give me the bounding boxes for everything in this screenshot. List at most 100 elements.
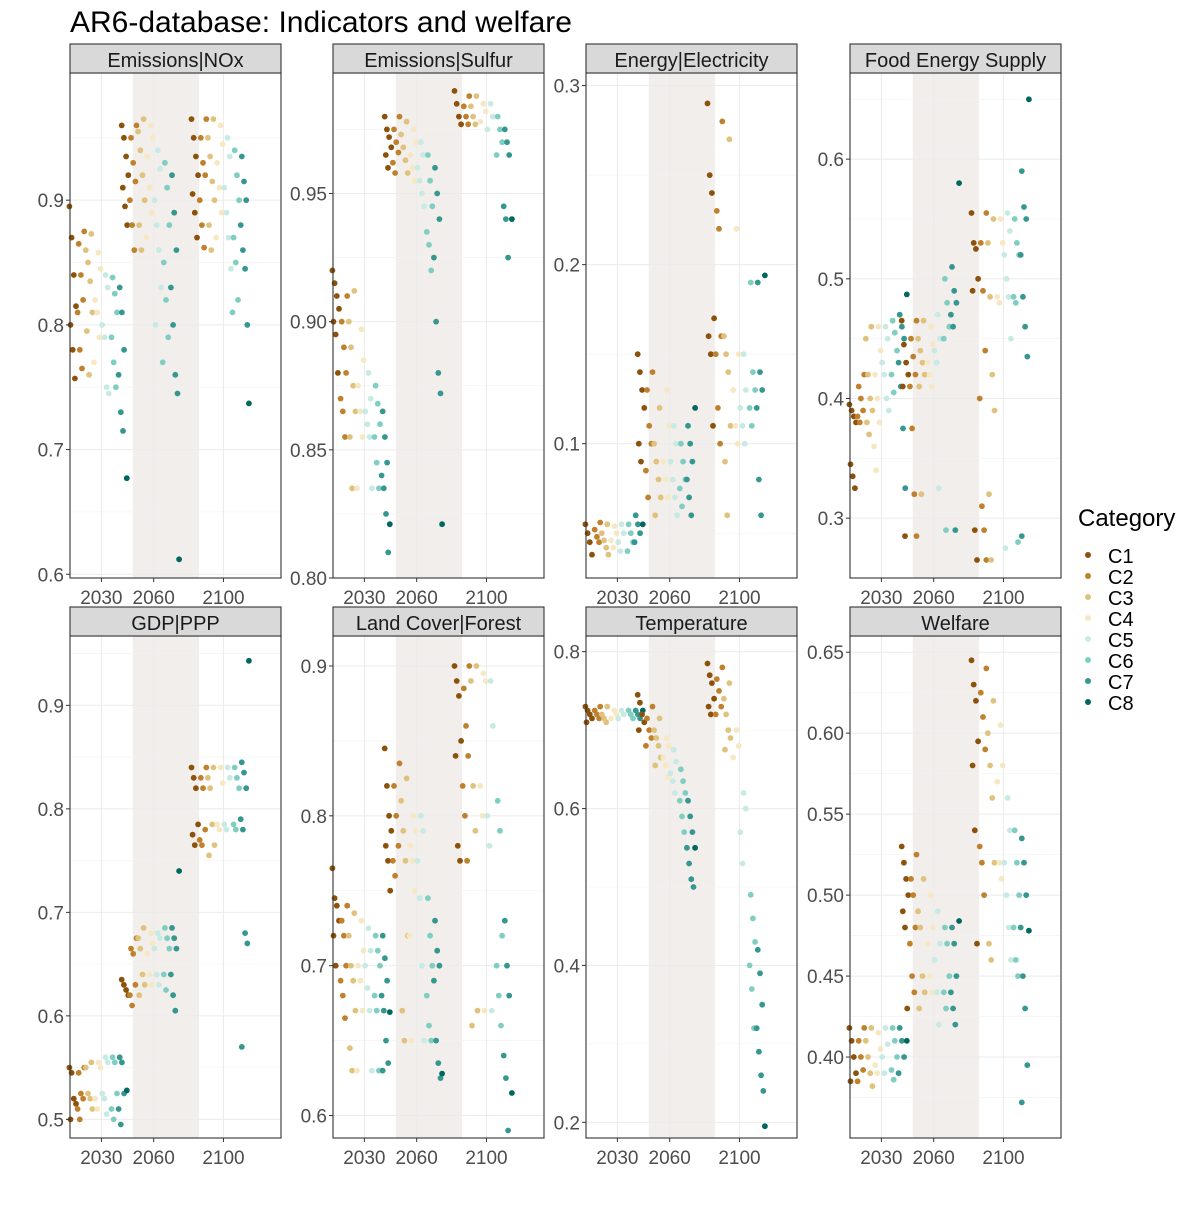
data-point-c3 (723, 711, 729, 718)
data-point-c8 (903, 291, 910, 298)
data-point-c2 (129, 1002, 136, 1009)
data-point-c7 (243, 785, 250, 792)
data-point-c2 (462, 812, 468, 819)
data-point-c4 (407, 842, 414, 849)
data-point-c7 (437, 390, 444, 397)
data-point-c3 (656, 405, 663, 411)
data-point-c1 (193, 785, 199, 792)
data-point-c5 (417, 139, 424, 146)
data-point-c5 (157, 166, 163, 172)
data-point-c5 (419, 962, 425, 969)
data-point-c8 (762, 1123, 768, 1130)
data-point-c6 (162, 159, 168, 166)
data-point-c2 (337, 395, 344, 402)
data-point-c3 (137, 147, 144, 154)
data-point-c2 (648, 735, 655, 741)
y-tick-label: 0.2 (554, 1113, 580, 1134)
data-point-c7 (757, 970, 763, 977)
data-point-c3 (139, 971, 146, 978)
data-point-c5 (489, 723, 496, 729)
data-point-c2 (392, 872, 398, 879)
data-point-c6 (746, 405, 753, 411)
data-point-c4 (999, 240, 1006, 246)
data-point-c5 (669, 778, 676, 784)
y-tick-label: 0.85 (290, 441, 327, 462)
data-point-c1 (335, 370, 341, 376)
data-point-c7 (241, 769, 247, 776)
data-point-c7 (380, 1007, 387, 1014)
data-point-c5 (362, 408, 369, 415)
data-point-c1 (194, 234, 200, 241)
data-point-c6 (163, 987, 169, 993)
data-point-c6 (946, 973, 953, 979)
facet-strip (849, 43, 1062, 74)
facet-strip (585, 43, 798, 74)
data-point-c1 (709, 680, 715, 686)
data-point-c7 (688, 512, 695, 519)
data-point-c1 (387, 887, 394, 894)
data-point-c1 (66, 1064, 73, 1071)
data-point-c2 (643, 467, 649, 474)
data-point-c5 (223, 826, 230, 833)
data-point-c7 (1021, 859, 1027, 866)
data-point-c5 (416, 177, 423, 184)
data-point-c2 (199, 842, 205, 848)
data-point-c5 (669, 476, 676, 483)
data-point-c7 (117, 1121, 124, 1128)
data-point-c2 (466, 663, 473, 669)
data-point-c2 (459, 783, 466, 789)
data-point-c7 (240, 826, 246, 833)
data-point-c8 (386, 521, 393, 528)
data-point-c3 (87, 1095, 94, 1102)
data-point-c4 (92, 1095, 98, 1102)
data-point-c3 (652, 762, 659, 769)
x-tick-label: 2030 (80, 588, 122, 609)
legend-key-c4 (1085, 615, 1091, 621)
data-point-c5 (1004, 210, 1011, 216)
data-point-c7 (756, 476, 762, 483)
data-point-c7 (435, 1060, 442, 1066)
data-point-c7 (687, 813, 694, 820)
data-point-c3 (136, 992, 143, 999)
data-point-c7 (949, 264, 955, 270)
data-point-c5 (105, 390, 112, 397)
data-point-c2 (909, 425, 915, 432)
data-point-c4 (354, 1067, 360, 1074)
x-tick-label: 2030 (80, 1148, 122, 1169)
data-point-c2 (858, 1054, 864, 1060)
data-point-c7 (432, 917, 438, 924)
data-point-c7 (504, 962, 510, 969)
data-point-c8 (762, 272, 768, 279)
data-point-c3 (141, 197, 148, 204)
data-point-c7 (378, 992, 385, 999)
data-point-c4 (95, 1059, 102, 1066)
data-point-c1 (899, 383, 906, 390)
data-point-c4 (358, 326, 365, 333)
data-point-c5 (931, 957, 938, 963)
data-point-c3 (137, 945, 144, 952)
data-point-c7 (1024, 1062, 1031, 1068)
data-point-c4 (996, 859, 1003, 866)
data-point-c4 (357, 977, 364, 984)
data-point-c2 (75, 240, 82, 247)
data-point-c5 (367, 947, 374, 954)
data-point-c6 (230, 821, 237, 828)
facet-strip (69, 43, 282, 74)
data-point-c6 (372, 932, 379, 939)
data-point-c5 (1001, 859, 1008, 866)
data-point-c6 (497, 126, 503, 133)
data-point-c6 (679, 503, 685, 510)
data-point-c5 (226, 774, 233, 781)
data-point-c3 (862, 335, 869, 342)
x-tick-label: 2030 (596, 588, 638, 609)
data-point-c8 (639, 521, 646, 528)
data-point-c3 (351, 288, 358, 294)
panel-energy-electricity: Energy|Electricity 0.1 0.2 0.3 2030 2060 2100 (554, 43, 798, 609)
data-point-c5 (737, 405, 744, 411)
data-point-c4 (360, 947, 367, 954)
legend-item-c2: C2 (1085, 567, 1134, 589)
data-point-c3 (601, 537, 607, 544)
data-point-c5 (488, 1007, 495, 1014)
data-point-c7 (505, 1127, 511, 1134)
data-point-c4 (482, 678, 489, 684)
